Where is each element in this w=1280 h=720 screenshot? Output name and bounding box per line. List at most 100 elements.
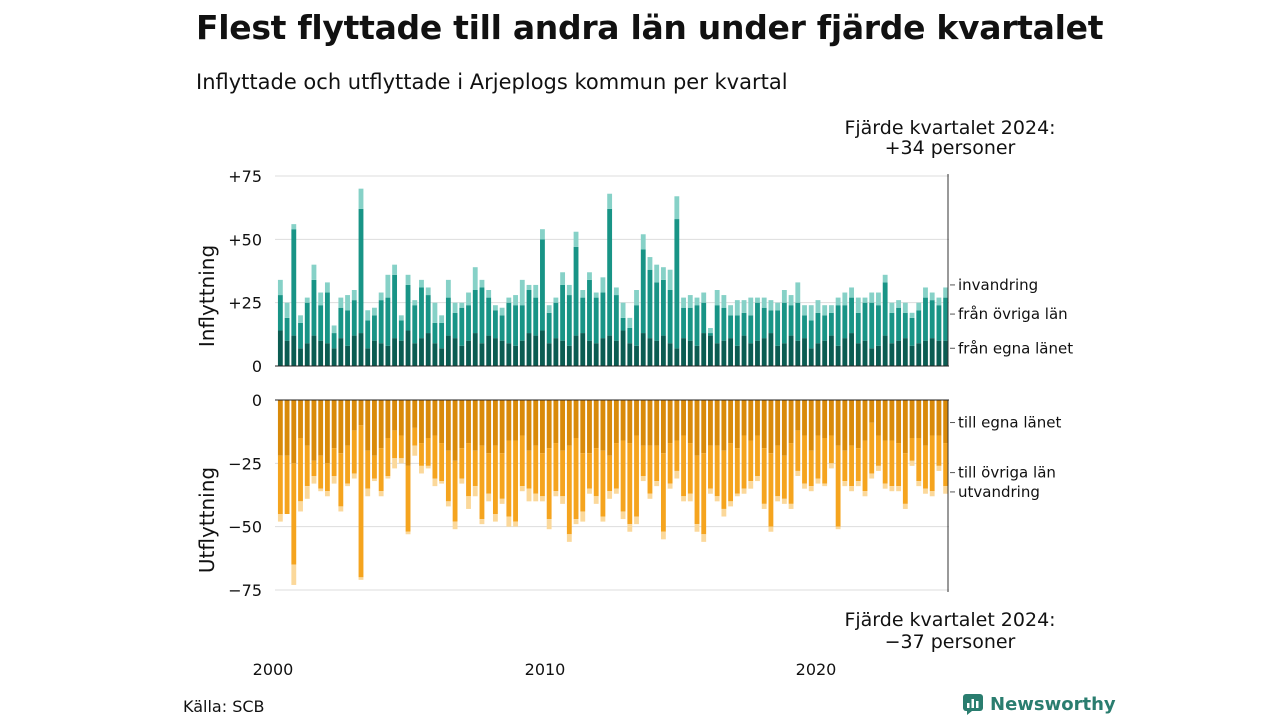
bar-inflow-other-counties [741, 312, 747, 336]
bar-inflow-immigration [540, 229, 545, 240]
bar-outflow-other-counties [667, 443, 673, 484]
bar-outflow-emigration [896, 486, 902, 492]
bar-inflow-other-counties [432, 322, 438, 344]
bar-inflow-other-counties [345, 310, 350, 346]
bar-outflow-emigration [419, 465, 424, 474]
bar-outflow-emigration [923, 488, 928, 494]
bar-outflow-other-counties [405, 465, 411, 532]
bar-inflow-other-counties [513, 305, 518, 346]
bar-outflow-own-county [506, 400, 512, 441]
bar-inflow-immigration [372, 307, 377, 316]
bar-outflow-emigration [708, 488, 713, 494]
bar-outflow-own-county [580, 400, 586, 454]
bar-outflow-own-county [876, 400, 881, 436]
bar-inflow-immigration [513, 295, 518, 306]
bar-inflow-immigration [492, 305, 498, 311]
bar-outflow-own-county [472, 400, 478, 451]
bar-inflow-immigration [936, 297, 942, 306]
bar-inflow-own-county [291, 335, 297, 366]
bar-inflow-own-county [869, 348, 875, 366]
bar-outflow-emigration [499, 498, 505, 504]
bar-inflow-immigration [311, 264, 317, 280]
bar-inflow-other-counties [445, 297, 451, 336]
bar-inflow-immigration [331, 325, 337, 334]
bar-inflow-immigration [378, 292, 384, 301]
bar-outflow-emigration [472, 486, 478, 497]
bar-inflow-immigration [358, 188, 364, 209]
bar-inflow-other-counties [372, 315, 377, 341]
bar-inflow-immigration [324, 282, 330, 293]
bar-outflow-emigration [298, 501, 303, 512]
bar-inflow-own-county [748, 343, 754, 366]
bar-inflow-own-county [519, 340, 525, 366]
bar-outflow-own-county [647, 400, 653, 446]
bar-inflow-own-county [499, 340, 505, 366]
bar-outflow-other-counties [298, 438, 303, 502]
newsworthy-logo[interactable]: Newsworthy [962, 693, 1116, 715]
bar-inflow-other-counties [425, 295, 431, 334]
bar-inflow-own-county [486, 335, 492, 366]
bar-inflow-other-counties [640, 249, 646, 334]
bar-inflow-own-county [929, 338, 935, 366]
bar-outflow-emigration [445, 501, 451, 507]
bar-inflow-own-county [775, 345, 781, 366]
bar-inflow-immigration [365, 310, 371, 321]
bar-outflow-other-counties [587, 453, 592, 489]
bar-outflow-other-counties [318, 455, 324, 489]
bar-outflow-emigration [802, 483, 807, 489]
bar-inflow-other-counties [499, 315, 505, 341]
bar-inflow-other-counties [862, 302, 868, 341]
bar-outflow-own-county [560, 400, 566, 451]
bar-outflow-emigration [808, 486, 814, 492]
bar-outflow-other-counties [862, 440, 868, 492]
bar-inflow-own-county [378, 343, 384, 366]
bar-inflow-own-county [660, 335, 666, 366]
bar-inflow-other-counties [828, 312, 834, 336]
bar-outflow-own-county [869, 400, 875, 423]
bar-inflow-immigration [526, 284, 532, 290]
bar-inflow-immigration [640, 234, 646, 250]
bar-inflow-other-counties [734, 315, 740, 346]
bar-inflow-own-county [479, 343, 485, 366]
bar-inflow-immigration [681, 297, 686, 308]
bar-outflow-own-county [755, 400, 760, 436]
bar-inflow-other-counties [795, 302, 801, 341]
bar-outflow-own-county [392, 400, 398, 431]
bar-inflow-immigration [607, 193, 613, 209]
bar-outflow-emigration [620, 511, 626, 520]
bar-inflow-immigration [506, 297, 512, 303]
bar-outflow-other-counties [513, 440, 518, 522]
bar-outflow-emigration [835, 526, 841, 530]
bar-outflow-emigration [452, 521, 458, 530]
bar-inflow-immigration [889, 302, 895, 313]
bar-inflow-other-counties [849, 297, 854, 334]
bar-outflow-own-county [855, 400, 861, 449]
bar-inflow-immigration [304, 297, 310, 303]
bar-outflow-own-county [345, 400, 350, 446]
bar-outflow-own-county [815, 400, 821, 436]
bar-outflow-own-county [822, 400, 828, 438]
bar-outflow-emigration [358, 577, 364, 580]
bar-inflow-immigration [835, 297, 841, 306]
bar-inflow-own-county [580, 333, 586, 366]
bar-outflow-emigration [761, 503, 767, 509]
bar-inflow-own-county [876, 345, 881, 366]
y-tick-label-inflow: +75 [228, 167, 262, 186]
bar-inflow-own-county [842, 338, 848, 366]
bar-inflow-other-counties [324, 292, 330, 344]
bar-outflow-other-counties [385, 438, 391, 476]
bar-outflow-other-counties [876, 435, 881, 466]
bar-outflow-other-counties [828, 435, 834, 464]
bar-inflow-immigration [755, 297, 760, 303]
y-axis-title-inflow: Inflyttning [195, 245, 219, 347]
bar-outflow-other-counties [472, 450, 478, 487]
bar-inflow-own-county [405, 330, 411, 366]
bar-outflow-other-counties [479, 445, 485, 520]
y-axis-title-outflow: Utflyttning [195, 467, 219, 573]
bar-inflow-immigration [869, 292, 875, 303]
bar-inflow-immigration [822, 305, 828, 316]
bar-inflow-other-counties [667, 290, 673, 344]
bar-outflow-other-counties [553, 443, 559, 492]
bar-outflow-own-county [351, 400, 357, 431]
bar-outflow-other-counties [761, 448, 767, 504]
